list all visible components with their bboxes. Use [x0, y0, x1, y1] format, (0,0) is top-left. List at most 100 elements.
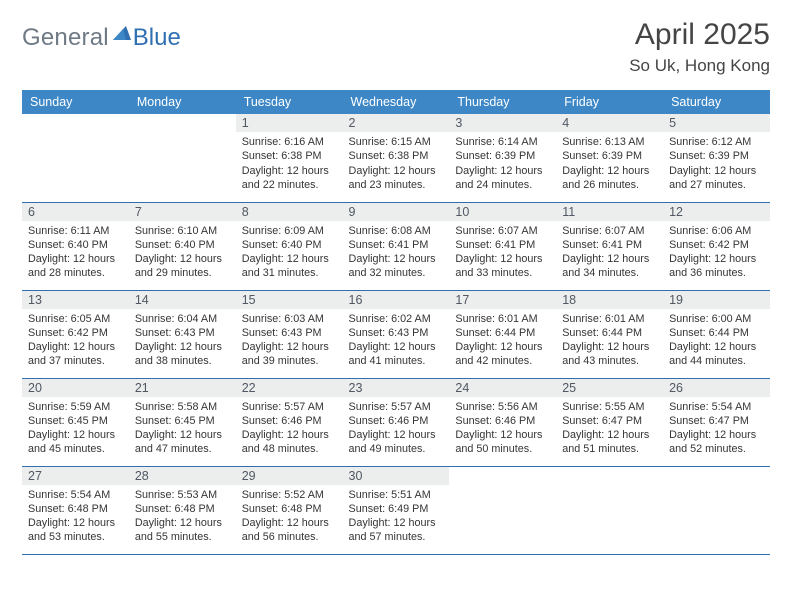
- day-cell: 9 Sunrise: 6:08 AMSunset: 6:41 PMDaylight…: [343, 202, 450, 290]
- weekday-wednesday: Wednesday: [343, 90, 450, 114]
- day-number: 23: [343, 379, 450, 397]
- day-number: 11: [556, 203, 663, 221]
- day-details: Sunrise: 6:13 AMSunset: 6:39 PMDaylight:…: [562, 135, 657, 192]
- weekday-monday: Monday: [129, 90, 236, 114]
- day-cell: 2 Sunrise: 6:15 AMSunset: 6:38 PMDaylight…: [343, 114, 450, 202]
- day-cell: 23 Sunrise: 5:57 AMSunset: 6:46 PMDayligh…: [343, 378, 450, 466]
- day-number: 4: [556, 114, 663, 132]
- day-cell: 14 Sunrise: 6:04 AMSunset: 6:43 PMDayligh…: [129, 290, 236, 378]
- day-details: Sunrise: 6:06 AMSunset: 6:42 PMDaylight:…: [669, 224, 764, 281]
- logo-text-blue: Blue: [133, 24, 181, 52]
- week-row: 27Sunrise: 5:54 AMSunset: 6:48 PMDayligh…: [22, 466, 770, 554]
- day-details: Sunrise: 5:57 AMSunset: 6:46 PMDaylight:…: [349, 400, 444, 457]
- day-number: 6: [22, 203, 129, 221]
- weekday-tuesday: Tuesday: [236, 90, 343, 114]
- weekday-sunday: Sunday: [22, 90, 129, 114]
- day-cell: 1 Sunrise: 6:16 AMSunset: 6:38 PMDaylight…: [236, 114, 343, 202]
- weekday-saturday: Saturday: [663, 90, 770, 114]
- calendar-table: SundayMondayTuesdayWednesdayThursdayFrid…: [22, 90, 770, 555]
- day-cell: 15 Sunrise: 6:03 AMSunset: 6:43 PMDayligh…: [236, 290, 343, 378]
- day-number: 15: [236, 291, 343, 309]
- day-number: 13: [22, 291, 129, 309]
- day-cell: 25 Sunrise: 5:55 AMSunset: 6:47 PMDayligh…: [556, 378, 663, 466]
- day-cell: 18 Sunrise: 6:01 AMSunset: 6:44 PMDayligh…: [556, 290, 663, 378]
- day-details: Sunrise: 5:51 AMSunset: 6:49 PMDaylight:…: [349, 488, 444, 545]
- month-title: April 2025: [629, 18, 770, 52]
- day-cell: 16 Sunrise: 6:02 AMSunset: 6:43 PMDayligh…: [343, 290, 450, 378]
- logo-triangle-icon: [113, 26, 131, 40]
- day-cell: 19Sunrise: 6:00 AMSunset: 6:44 PMDayligh…: [663, 290, 770, 378]
- day-cell: 22 Sunrise: 5:57 AMSunset: 6:46 PMDayligh…: [236, 378, 343, 466]
- day-cell: 27Sunrise: 5:54 AMSunset: 6:48 PMDayligh…: [22, 466, 129, 554]
- day-number: 9: [343, 203, 450, 221]
- logo-text-general: General: [22, 24, 109, 52]
- day-details: Sunrise: 6:16 AMSunset: 6:38 PMDaylight:…: [242, 135, 337, 192]
- day-details: Sunrise: 6:15 AMSunset: 6:38 PMDaylight:…: [349, 135, 444, 192]
- day-details: Sunrise: 6:09 AMSunset: 6:40 PMDaylight:…: [242, 224, 337, 281]
- header: General Blue April 2025 So Uk, Hong Kong: [22, 18, 770, 76]
- day-details: Sunrise: 6:08 AMSunset: 6:41 PMDaylight:…: [349, 224, 444, 281]
- day-number: 26: [663, 379, 770, 397]
- week-row: 13 Sunrise: 6:05 AMSunset: 6:42 PMDayligh…: [22, 290, 770, 378]
- day-number: 3: [449, 114, 556, 132]
- day-cell: 5Sunrise: 6:12 AMSunset: 6:39 PMDaylight…: [663, 114, 770, 202]
- day-number: 24: [449, 379, 556, 397]
- empty-cell: [556, 466, 663, 554]
- day-cell: 7 Sunrise: 6:10 AMSunset: 6:40 PMDaylight…: [129, 202, 236, 290]
- day-details: Sunrise: 6:01 AMSunset: 6:44 PMDaylight:…: [455, 312, 550, 369]
- day-cell: 24 Sunrise: 5:56 AMSunset: 6:46 PMDayligh…: [449, 378, 556, 466]
- day-number: 17: [449, 291, 556, 309]
- day-cell: 17 Sunrise: 6:01 AMSunset: 6:44 PMDayligh…: [449, 290, 556, 378]
- day-number: 12: [663, 203, 770, 221]
- day-details: Sunrise: 5:53 AMSunset: 6:48 PMDaylight:…: [135, 488, 230, 545]
- day-number: 5: [663, 114, 770, 132]
- day-number: 18: [556, 291, 663, 309]
- day-cell: 12 Sunrise: 6:06 AMSunset: 6:42 PMDayligh…: [663, 202, 770, 290]
- weekday-friday: Friday: [556, 90, 663, 114]
- day-details: Sunrise: 5:57 AMSunset: 6:46 PMDaylight:…: [242, 400, 337, 457]
- week-row: 6Sunrise: 6:11 AMSunset: 6:40 PMDaylight…: [22, 202, 770, 290]
- day-cell: 28 Sunrise: 5:53 AMSunset: 6:48 PMDayligh…: [129, 466, 236, 554]
- day-details: Sunrise: 6:02 AMSunset: 6:43 PMDaylight:…: [349, 312, 444, 369]
- day-details: Sunrise: 6:05 AMSunset: 6:42 PMDaylight:…: [28, 312, 123, 369]
- location: So Uk, Hong Kong: [629, 56, 770, 76]
- day-details: Sunrise: 6:07 AMSunset: 6:41 PMDaylight:…: [455, 224, 550, 281]
- day-number: 25: [556, 379, 663, 397]
- day-number: 14: [129, 291, 236, 309]
- day-details: Sunrise: 5:54 AMSunset: 6:47 PMDaylight:…: [669, 400, 764, 457]
- day-cell: 4 Sunrise: 6:13 AMSunset: 6:39 PMDaylight…: [556, 114, 663, 202]
- empty-cell: [129, 114, 236, 202]
- day-details: Sunrise: 6:04 AMSunset: 6:43 PMDaylight:…: [135, 312, 230, 369]
- day-number: 22: [236, 379, 343, 397]
- day-number: 2: [343, 114, 450, 132]
- day-number: 29: [236, 467, 343, 485]
- day-cell: 6Sunrise: 6:11 AMSunset: 6:40 PMDaylight…: [22, 202, 129, 290]
- day-number: 28: [129, 467, 236, 485]
- day-cell: 26 Sunrise: 5:54 AMSunset: 6:47 PMDayligh…: [663, 378, 770, 466]
- day-number: 7: [129, 203, 236, 221]
- week-row: 20 Sunrise: 5:59 AMSunset: 6:45 PMDayligh…: [22, 378, 770, 466]
- logo: General Blue: [22, 24, 181, 52]
- day-details: Sunrise: 5:58 AMSunset: 6:45 PMDaylight:…: [135, 400, 230, 457]
- empty-cell: [449, 466, 556, 554]
- day-details: Sunrise: 6:03 AMSunset: 6:43 PMDaylight:…: [242, 312, 337, 369]
- day-number: 30: [343, 467, 450, 485]
- empty-cell: [22, 114, 129, 202]
- day-details: Sunrise: 5:55 AMSunset: 6:47 PMDaylight:…: [562, 400, 657, 457]
- week-row: 1 Sunrise: 6:16 AMSunset: 6:38 PMDaylight…: [22, 114, 770, 202]
- day-cell: 11Sunrise: 6:07 AMSunset: 6:41 PMDayligh…: [556, 202, 663, 290]
- day-cell: 20 Sunrise: 5:59 AMSunset: 6:45 PMDayligh…: [22, 378, 129, 466]
- day-cell: 10 Sunrise: 6:07 AMSunset: 6:41 PMDayligh…: [449, 202, 556, 290]
- weekday-thursday: Thursday: [449, 90, 556, 114]
- day-number: 10: [449, 203, 556, 221]
- day-details: Sunrise: 5:59 AMSunset: 6:45 PMDaylight:…: [28, 400, 123, 457]
- day-number: 20: [22, 379, 129, 397]
- empty-cell: [663, 466, 770, 554]
- day-number: 16: [343, 291, 450, 309]
- day-cell: 21Sunrise: 5:58 AMSunset: 6:45 PMDayligh…: [129, 378, 236, 466]
- day-number: 1: [236, 114, 343, 132]
- day-number: 8: [236, 203, 343, 221]
- day-details: Sunrise: 6:10 AMSunset: 6:40 PMDaylight:…: [135, 224, 230, 281]
- day-details: Sunrise: 5:56 AMSunset: 6:46 PMDaylight:…: [455, 400, 550, 457]
- day-details: Sunrise: 6:01 AMSunset: 6:44 PMDaylight:…: [562, 312, 657, 369]
